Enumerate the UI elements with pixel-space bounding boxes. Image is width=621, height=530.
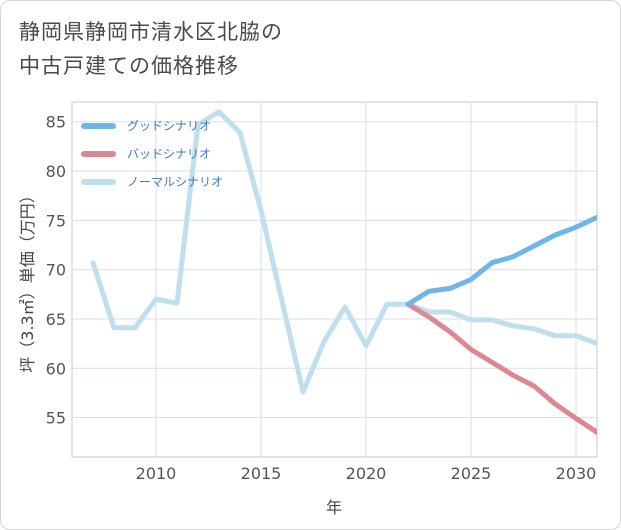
chart-title-line-2: 中古戸建ての価格推移: [19, 54, 239, 78]
x-tick-label: 2015: [241, 464, 282, 483]
x-tick-label: 2010: [136, 464, 177, 483]
chart-title-line-1: 静岡県静岡市清水区北脇の: [19, 20, 283, 44]
legend-label-1: バッドシナリオ: [127, 147, 211, 161]
series-layer: [90, 109, 597, 435]
x-axis-label: 年: [326, 498, 342, 517]
chart-title: 静岡県静岡市清水区北脇の 中古戸建ての価格推移: [19, 15, 283, 83]
x-tick-label: 2025: [451, 464, 492, 483]
y-tick-label: 60: [46, 359, 66, 378]
legend-label-2: ノーマルシナリオ: [127, 175, 223, 189]
y-tick-label: 55: [46, 409, 66, 428]
series-line-2: [90, 109, 597, 395]
plot-area: [71, 101, 598, 458]
y-axis-label: 坪（3.3㎡）単価（万円）: [18, 187, 37, 372]
y-tick-label: 75: [46, 211, 66, 230]
grid-lines: [72, 102, 597, 457]
y-tick-label: 80: [46, 162, 66, 181]
series-line-0: [405, 214, 597, 307]
tick-labels: 2010 2015 2020 2025 2030 55 60 65 70 75 80 85: [46, 113, 597, 483]
y-tick-label: 85: [46, 113, 66, 132]
y-tick-label: 70: [46, 261, 66, 280]
legend-label-0: グッドシナリオ: [127, 119, 211, 133]
y-tick-label: 65: [46, 310, 66, 329]
x-tick-label: 2020: [346, 464, 387, 483]
series-line-1: [405, 301, 597, 435]
x-tick-label: 2030: [556, 464, 597, 483]
